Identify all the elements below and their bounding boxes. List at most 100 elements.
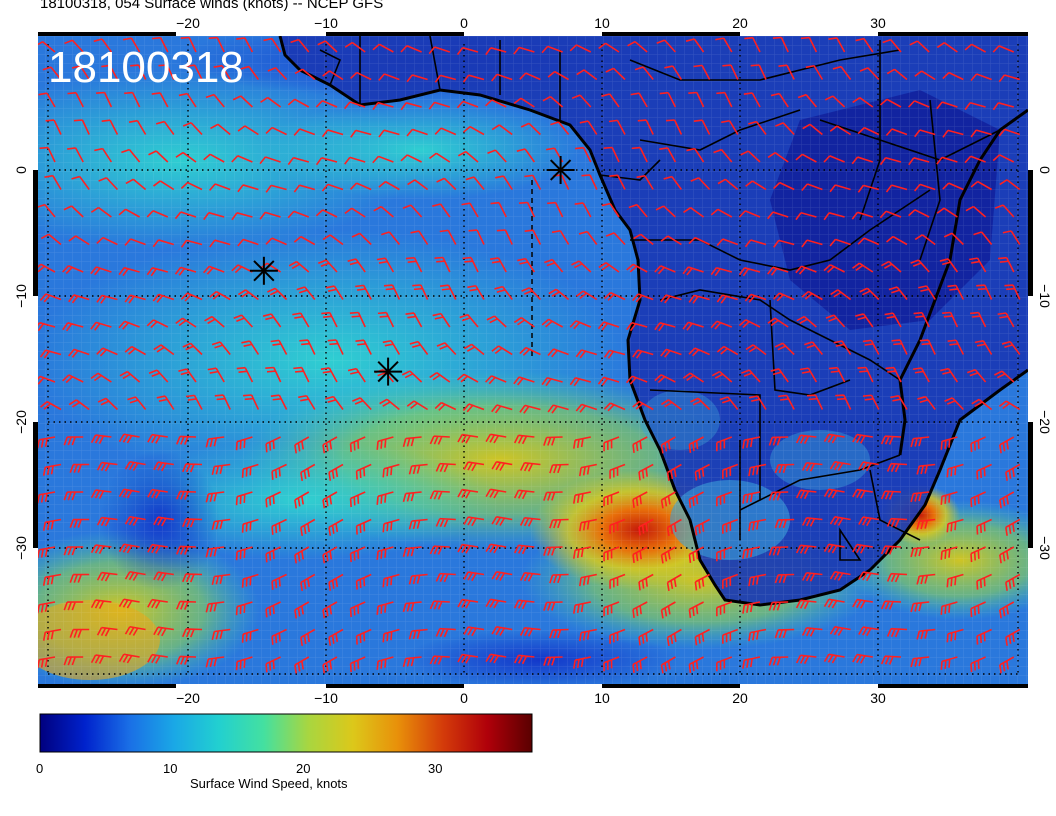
wind-barb [633, 233, 654, 246]
wind-barb [998, 400, 1021, 411]
wind-barb [42, 518, 62, 531]
wind-barb [321, 129, 344, 138]
wind-barb [322, 491, 338, 509]
wind-barb [467, 284, 485, 300]
colorbar-tick: 0 [36, 761, 44, 776]
wind-barb [175, 317, 197, 328]
wind-barb [260, 96, 282, 108]
wind-barb [744, 239, 767, 248]
wind-barb [716, 345, 739, 356]
wind-barb [175, 545, 197, 555]
wind-barb [632, 400, 654, 411]
wind-barb [722, 518, 739, 534]
wind-barb [322, 436, 338, 454]
wind-barb [686, 147, 705, 163]
wind-barb [992, 102, 1015, 111]
wind-barb [909, 40, 930, 53]
wind-barb [435, 517, 456, 528]
wind-barb [457, 653, 479, 664]
wind-barb [485, 47, 507, 56]
wind-barb [429, 372, 451, 383]
wind-barb [90, 544, 112, 555]
wind-barb [90, 599, 112, 610]
wind-barb [936, 101, 958, 110]
wind-barb [823, 653, 845, 664]
wind-barb [656, 39, 676, 53]
wind-barb [181, 573, 203, 583]
wind-barb [795, 489, 817, 500]
wind-barb [151, 92, 169, 108]
wind-barb [579, 120, 598, 135]
wind-barb [428, 46, 451, 55]
wind-barb [180, 292, 203, 302]
wind-barb [209, 290, 231, 301]
wind-barb [349, 491, 366, 508]
wind-barb [180, 181, 203, 191]
wind-barb [970, 180, 992, 191]
wind-barb [1004, 284, 1021, 300]
wind-barb [519, 462, 541, 472]
wind-barb [908, 100, 930, 108]
wind-barb [940, 546, 958, 560]
wind-barb [797, 93, 818, 108]
wind-barb [891, 339, 908, 355]
lon-tick-top: −20 [176, 15, 200, 31]
wind-barb [603, 349, 626, 359]
wind-barb [772, 36, 789, 53]
wind-barb [823, 433, 845, 444]
wind-barb [994, 204, 1015, 218]
wind-barb [770, 368, 789, 383]
wind-barb [67, 91, 84, 108]
wind-barb [408, 628, 428, 640]
wind-barb [328, 628, 344, 646]
wind-barb [936, 42, 958, 53]
wind-barb [774, 628, 795, 639]
wind-barb [942, 71, 964, 81]
wind-barb [626, 321, 648, 332]
wind-barb [520, 122, 541, 136]
wind-barb [942, 311, 959, 328]
wind-barb [858, 461, 879, 472]
wind-barb [153, 461, 174, 472]
wind-barb [205, 436, 225, 448]
station-markers [249, 156, 575, 386]
wind-barb [175, 655, 197, 665]
wind-barb [632, 436, 648, 453]
wind-barb [485, 543, 507, 554]
wind-barb [852, 488, 873, 499]
wind-barb [910, 259, 930, 273]
wind-barb [748, 518, 767, 532]
wind-barb [823, 155, 845, 163]
lat-tick-left: 0 [13, 166, 29, 174]
wind-barb [857, 126, 880, 136]
wind-barb [241, 573, 259, 588]
wind-barb [294, 491, 310, 509]
wind-barb [355, 339, 372, 355]
wind-barb [823, 488, 845, 499]
wind-barb [626, 263, 648, 273]
wind-barb [456, 46, 479, 56]
wind-barb [946, 628, 964, 643]
wind-barb [609, 174, 626, 190]
wind-barb [124, 345, 146, 356]
wind-barb [795, 654, 817, 665]
wind-barb [997, 312, 1015, 328]
lat-tick-right: −20 [1037, 410, 1053, 434]
wind-barb [376, 601, 394, 615]
wind-barb [462, 403, 485, 413]
wind-barb [741, 369, 761, 383]
wind-barb [519, 201, 536, 218]
wind-barb [572, 436, 591, 449]
map-field [38, 36, 1028, 684]
wind-barb [627, 40, 648, 53]
wind-barb [180, 36, 197, 53]
wind-barb [355, 573, 372, 590]
wind-barb [519, 72, 541, 81]
wind-barb [970, 656, 986, 673]
wind-barb [153, 571, 174, 582]
wind-barb [519, 517, 541, 527]
wind-barb [344, 101, 366, 110]
wind-barb [666, 573, 682, 592]
wind-barb [946, 573, 964, 588]
